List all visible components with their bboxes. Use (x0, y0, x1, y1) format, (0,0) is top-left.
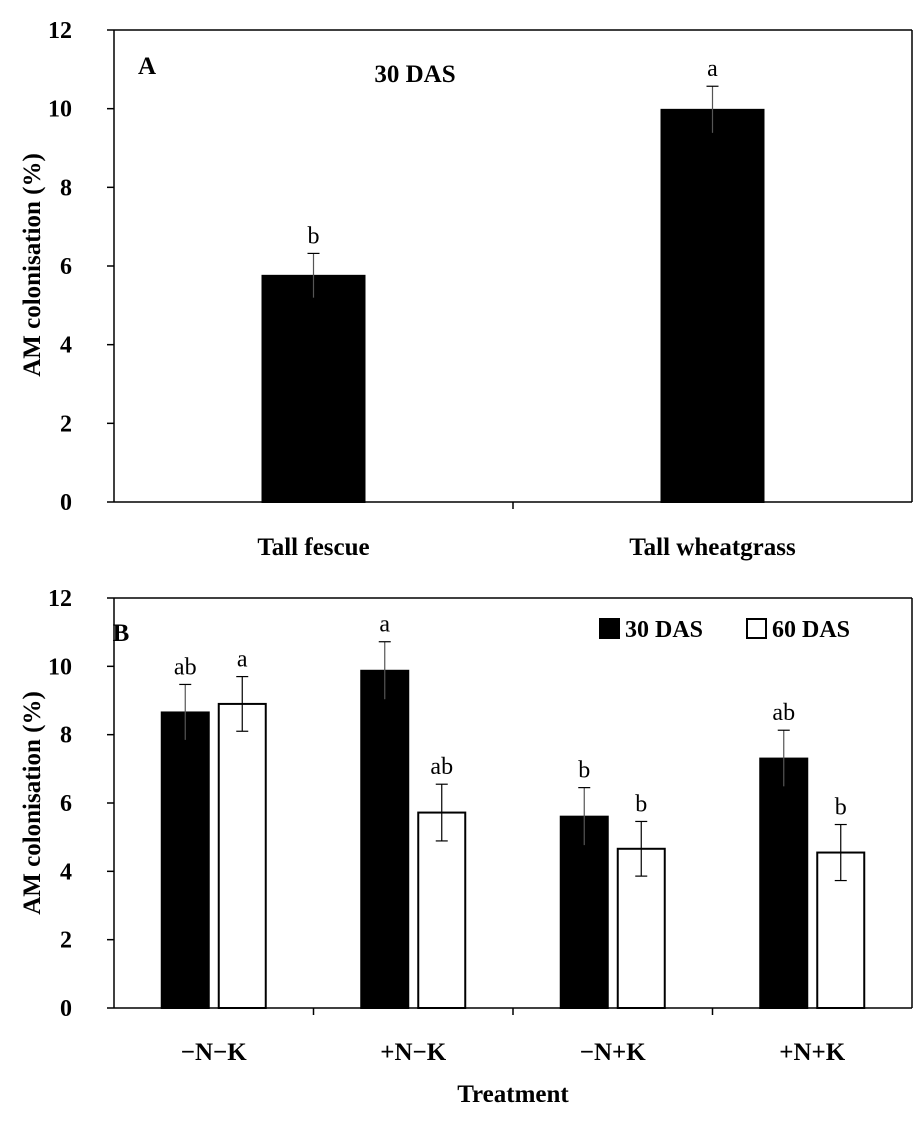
x-axis-label: Treatment (457, 1081, 569, 1108)
significance-letter: b (635, 791, 647, 817)
bar-series-1 (660, 108, 765, 503)
bar-series-0 (261, 274, 366, 504)
panel-a: 0 2 4 6 8 10 12 AM colonisation (%) A Tall fescue… (19, 18, 913, 561)
significance-letter: b (578, 758, 590, 784)
panel-letter: A (138, 53, 156, 80)
x-tick-label: Tall wheatgrass (629, 534, 796, 561)
y-tick-label: 8 (60, 175, 72, 201)
y-tick-label: 10 (48, 97, 72, 123)
significance-letter: a (379, 612, 390, 638)
bar-30-das-3 (759, 757, 809, 1009)
y-tick-label: 8 (60, 723, 72, 749)
x-tick-label: Tall fescue (257, 534, 369, 561)
legend-label: 30 DAS (625, 617, 703, 643)
significance-letter: ab (772, 700, 795, 726)
y-tick-label: 2 (60, 411, 72, 437)
significance-letter: a (707, 56, 718, 82)
x-tick-label: +N+K (779, 1039, 846, 1066)
significance-letter: b (308, 223, 320, 249)
bar-60-das-1 (417, 811, 467, 1009)
legend-swatch-60-das (746, 618, 767, 639)
significance-letter: ab (174, 654, 197, 680)
y-tick-label: 0 (60, 996, 72, 1022)
y-tick-label: 6 (60, 791, 72, 817)
y-tick-label: 2 (60, 928, 72, 954)
bar-30-das-1 (360, 669, 410, 1010)
y-tick-label: 4 (60, 859, 72, 885)
x-tick-label: −N+K (580, 1039, 647, 1066)
y-tick-label: 4 (60, 333, 72, 359)
legend-swatch-30-das (599, 618, 620, 639)
significance-letter: a (237, 647, 248, 673)
panel-annotation: 30 DAS (374, 61, 455, 88)
y-tick-label: 6 (60, 254, 72, 280)
y-axis-label: AM colonisation (%) (19, 153, 46, 377)
bar-60-das-0 (217, 702, 267, 1010)
y-tick-label: 10 (48, 654, 72, 680)
x-tick-label: +N−K (380, 1039, 447, 1066)
y-tick-label: 12 (48, 586, 72, 612)
significance-letter: b (835, 795, 847, 821)
y-tick-label: 0 (60, 490, 72, 516)
significance-letter: ab (430, 754, 453, 780)
y-tick-label: 12 (48, 18, 72, 44)
bar-30-das-0 (160, 711, 210, 1009)
x-tick-label: −N−K (181, 1039, 248, 1066)
legend-label: 60 DAS (772, 617, 850, 643)
y-axis-label: AM colonisation (%) (19, 691, 46, 915)
panel-letter: B (113, 620, 130, 647)
